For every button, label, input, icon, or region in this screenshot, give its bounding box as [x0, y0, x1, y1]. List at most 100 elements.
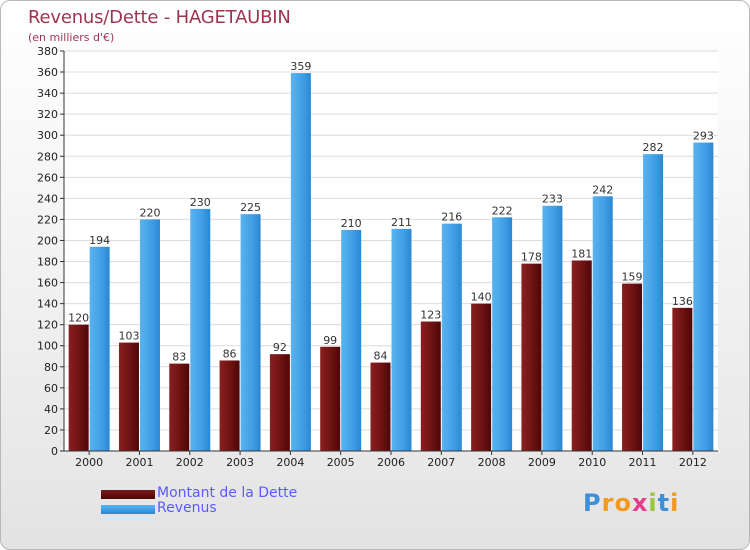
x-tick-label: 2008 — [478, 456, 506, 469]
y-tick-label: 40 — [44, 403, 58, 416]
data-label-dette-2008: 140 — [471, 291, 492, 304]
data-label-dette-2003: 86 — [223, 347, 237, 360]
proxiti-logo: Proxiti — [583, 489, 679, 517]
data-label-revenus-2007: 216 — [441, 211, 462, 224]
x-tick-label: 2002 — [176, 456, 204, 469]
bar-revenus-2004 — [290, 73, 311, 452]
data-label-revenus-2006: 211 — [391, 216, 412, 229]
bar-dette-2000 — [68, 324, 89, 451]
x-tick-label: 2001 — [125, 456, 153, 469]
y-tick-label: 340 — [37, 87, 58, 100]
data-label-dette-2009: 178 — [521, 251, 542, 264]
data-label-revenus-2005: 210 — [341, 217, 362, 230]
data-label-dette-2005: 99 — [323, 334, 337, 347]
data-label-revenus-2012: 293 — [693, 130, 714, 143]
chart-title: Revenus/Dette - HAGETAUBIN — [28, 7, 291, 28]
data-label-revenus-2010: 242 — [592, 183, 613, 196]
bar-dette-2006 — [370, 362, 391, 451]
data-label-dette-2010: 181 — [571, 247, 592, 260]
y-tick-label: 180 — [37, 256, 58, 269]
y-tick-label: 120 — [37, 319, 58, 332]
x-tick-label: 2011 — [629, 456, 657, 469]
bar-dette-2003 — [219, 360, 240, 451]
y-tick-label: 140 — [37, 298, 58, 311]
x-tick-label: 2004 — [276, 456, 304, 469]
bar-revenus-2012 — [693, 142, 714, 451]
x-tick-label: 2006 — [377, 456, 405, 469]
data-label-dette-2002: 83 — [172, 351, 186, 364]
data-label-revenus-2003: 225 — [240, 201, 261, 214]
bar-dette-2008 — [471, 303, 492, 451]
bar-revenus-2005 — [341, 229, 362, 451]
bar-dette-2010 — [571, 260, 592, 451]
logo-letter: o — [614, 489, 632, 517]
logo-letter: t — [657, 489, 671, 517]
x-tick-label: 2003 — [226, 456, 254, 469]
bar-revenus-2006 — [391, 228, 412, 451]
y-tick-label: 200 — [37, 234, 58, 247]
y-tick-label: 300 — [37, 129, 58, 142]
y-tick-label: 80 — [44, 361, 58, 374]
data-label-revenus-2011: 282 — [643, 141, 664, 154]
legend-swatch-dette — [101, 490, 155, 499]
data-label-revenus-2009: 233 — [542, 193, 563, 206]
y-tick-label: 260 — [37, 171, 58, 184]
logo-letter: P — [583, 489, 602, 517]
plot-area — [64, 51, 718, 451]
data-label-dette-2006: 84 — [374, 350, 388, 363]
data-label-dette-2000: 120 — [68, 312, 89, 325]
logo-letter: i — [648, 489, 658, 517]
data-label-dette-2001: 103 — [118, 330, 139, 343]
bar-revenus-2001 — [139, 219, 160, 451]
bar-dette-2001 — [118, 342, 139, 451]
y-tick-label: 60 — [44, 382, 58, 395]
bar-revenus-2000 — [89, 246, 110, 451]
x-tick-label: 2012 — [679, 456, 707, 469]
y-tick-label: 380 — [37, 45, 58, 58]
data-label-revenus-2002: 230 — [190, 196, 211, 209]
bar-dette-2009 — [521, 263, 542, 451]
bar-revenus-2002 — [190, 208, 211, 451]
legend-swatch-revenus — [101, 505, 155, 514]
y-tick-label: 360 — [37, 66, 58, 79]
data-label-revenus-2004: 359 — [290, 60, 311, 73]
y-tick-label: 20 — [44, 424, 58, 437]
bar-dette-2005 — [320, 346, 341, 451]
data-label-revenus-2001: 220 — [139, 206, 160, 219]
data-label-revenus-2008: 222 — [492, 204, 513, 217]
x-tick-label: 2010 — [578, 456, 606, 469]
data-label-dette-2012: 136 — [672, 295, 693, 308]
logo-letter: i — [670, 489, 680, 517]
chart-subtitle: (en milliers d'€) — [28, 31, 115, 44]
y-tick-label: 280 — [37, 150, 58, 163]
legend-label-dette: Montant de la Dette — [157, 485, 298, 501]
bar-revenus-2010 — [592, 196, 613, 451]
bar-dette-2011 — [622, 283, 643, 451]
bar-revenus-2007 — [441, 223, 462, 451]
bar-revenus-2011 — [643, 154, 664, 451]
x-tick-label: 2005 — [327, 456, 355, 469]
bar-dette-2004 — [269, 354, 290, 451]
x-tick-label: 2009 — [528, 456, 556, 469]
y-tick-label: 320 — [37, 108, 58, 121]
bar-revenus-2008 — [492, 217, 513, 451]
data-label-revenus-2000: 194 — [89, 234, 110, 247]
bar-dette-2007 — [420, 321, 441, 451]
bar-dette-2012 — [672, 307, 693, 451]
data-label-dette-2011: 159 — [622, 271, 643, 284]
logo-letter: r — [601, 489, 615, 517]
legend-label-revenus: Revenus — [157, 500, 217, 516]
bar-revenus-2003 — [240, 214, 261, 451]
y-tick-label: 220 — [37, 213, 58, 226]
y-tick-label: 240 — [37, 192, 58, 205]
y-tick-label: 160 — [37, 277, 58, 290]
x-tick-label: 2007 — [427, 456, 455, 469]
data-label-dette-2004: 92 — [273, 341, 287, 354]
x-tick-label: 2000 — [75, 456, 103, 469]
y-tick-label: 100 — [37, 340, 58, 353]
logo-letter: x — [631, 489, 649, 517]
data-label-dette-2007: 123 — [420, 309, 441, 322]
bar-revenus-2009 — [542, 205, 563, 451]
